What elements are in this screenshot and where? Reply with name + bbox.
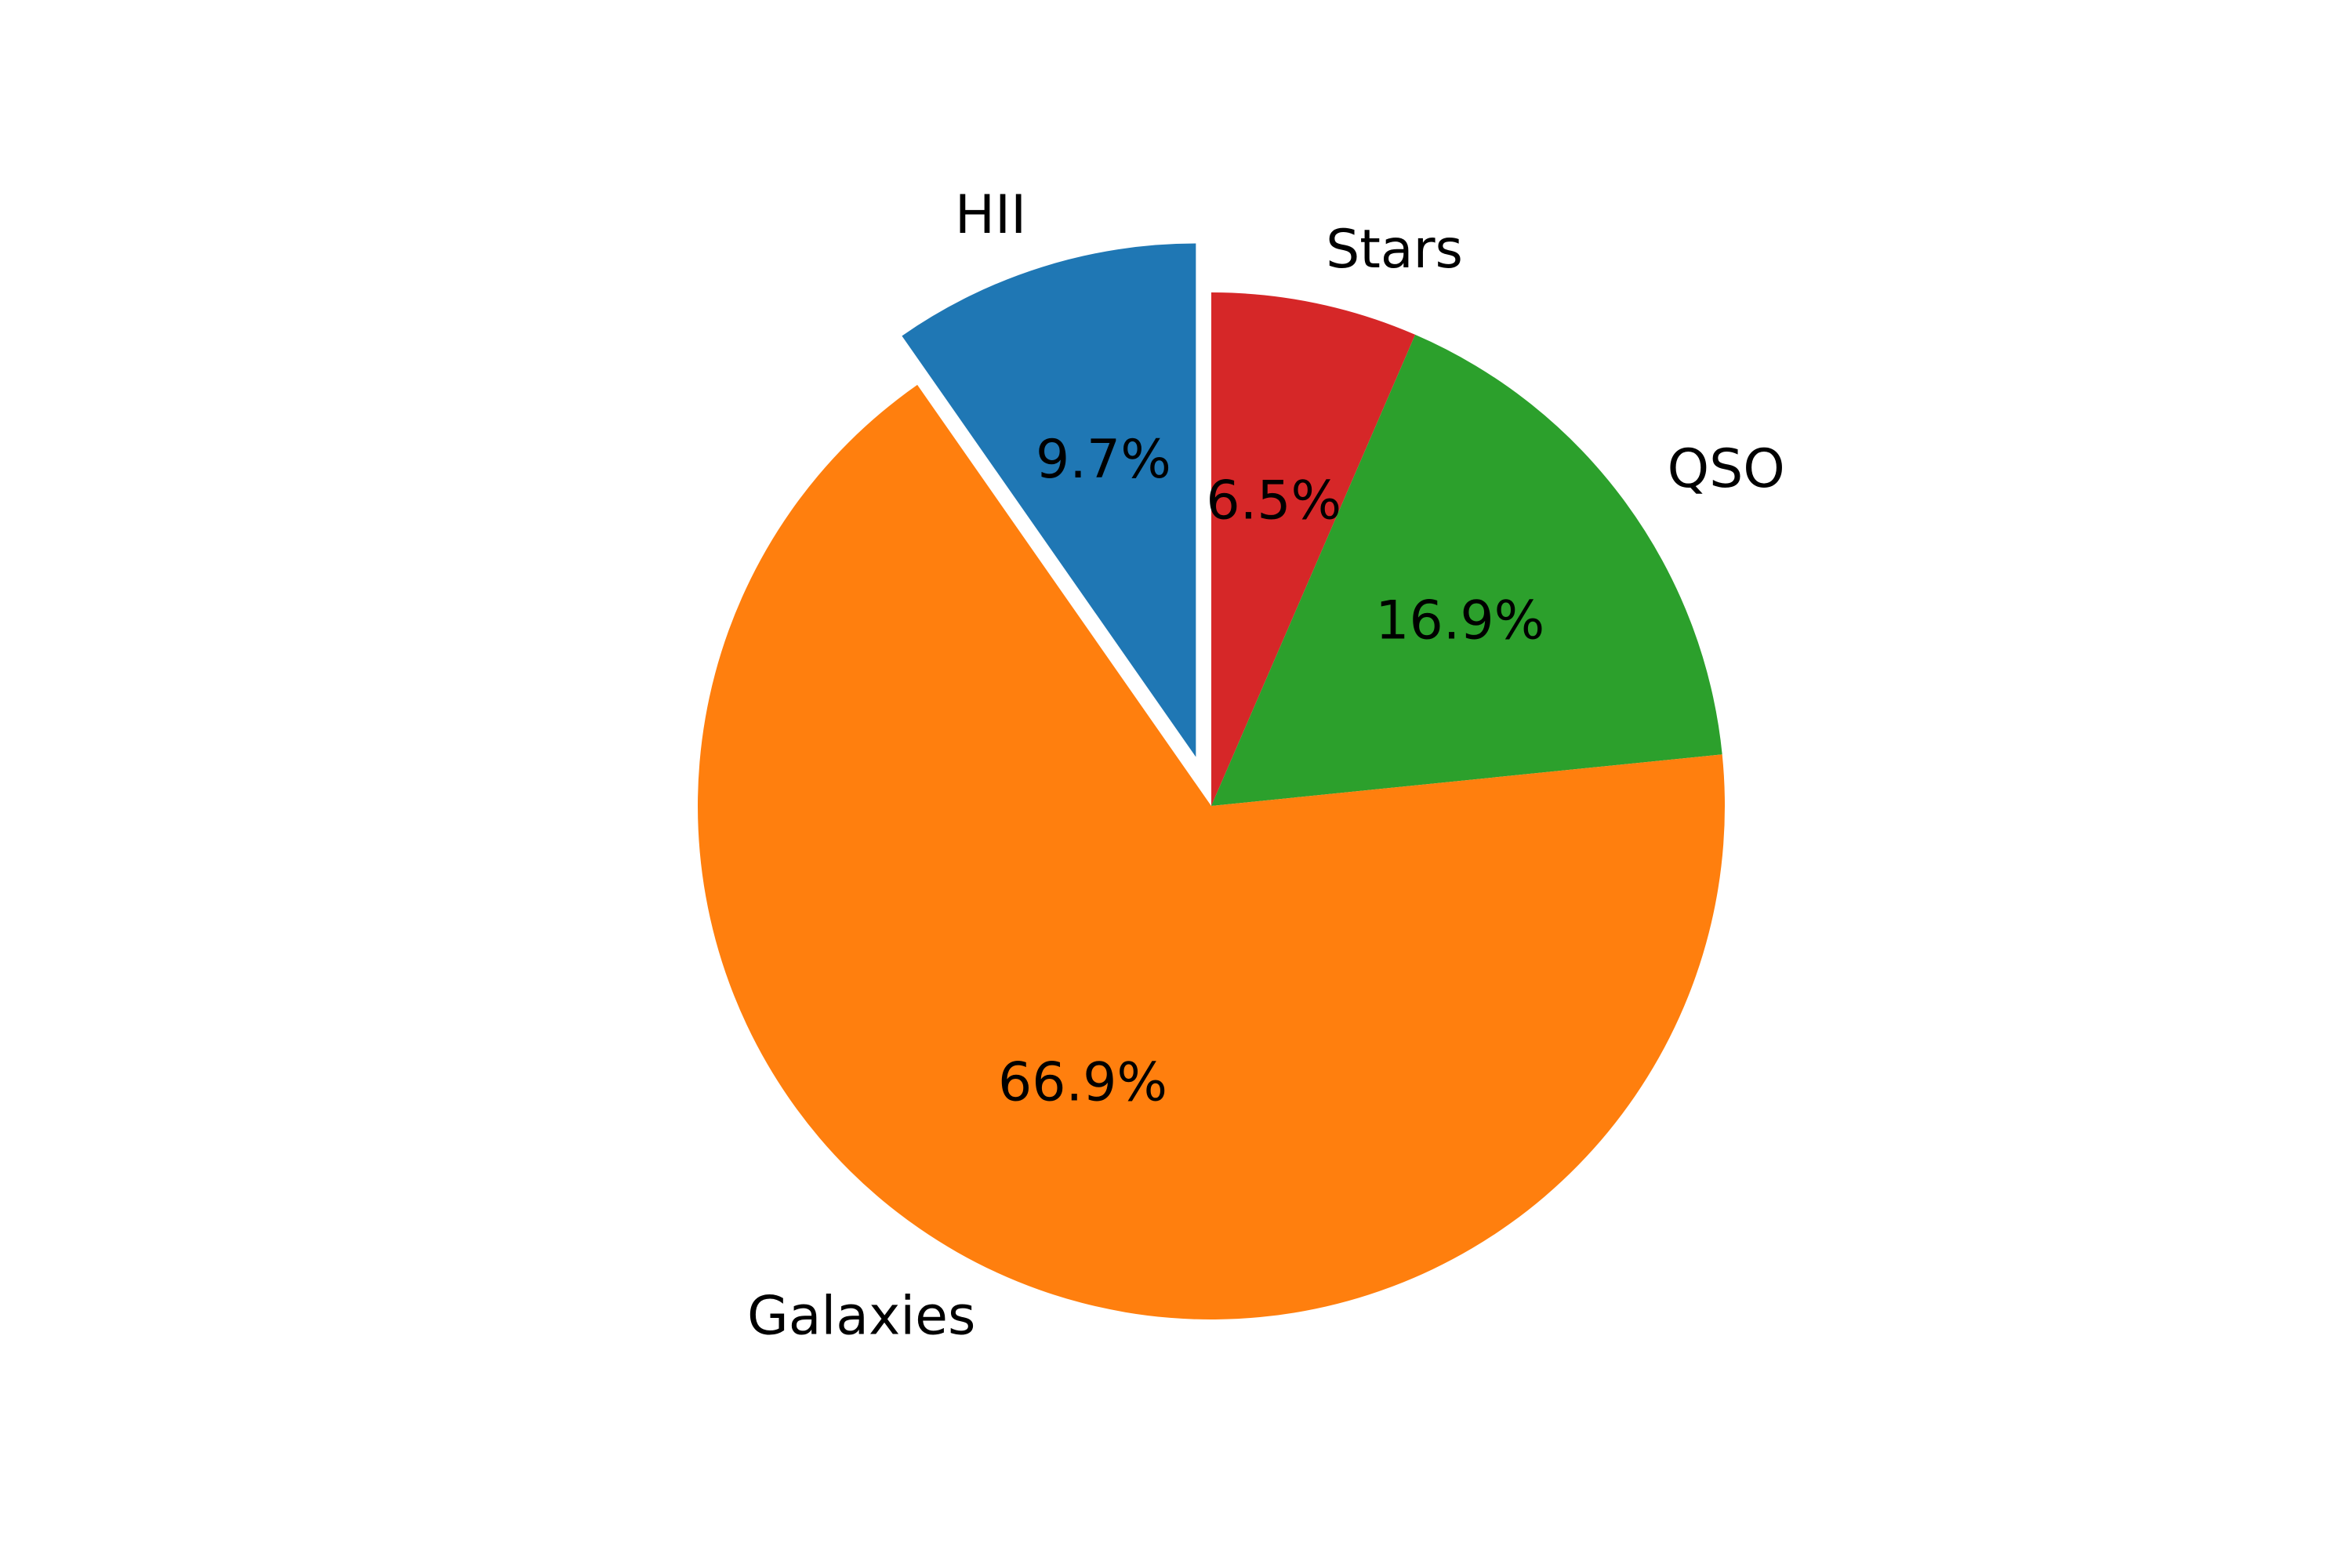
slice-pct-stars: 6.5%	[1206, 470, 1341, 532]
slice-label-stars: Stars	[1326, 219, 1463, 281]
slice-pct-qso: 16.9%	[1375, 590, 1544, 652]
slice-label-hii: HII	[955, 184, 1026, 246]
pie-wedges	[697, 243, 1725, 1319]
pie-slice-stars	[1211, 292, 1416, 806]
pie-labels: Stars 6.5% QSO 16.9% Galaxies 66.9% HII 9.7%	[747, 184, 1785, 1348]
slice-label-qso: QSO	[1668, 438, 1785, 500]
pie-slice-galaxies	[697, 384, 1725, 1319]
slice-pct-galaxies: 66.9%	[998, 1052, 1167, 1114]
slice-label-galaxies: Galaxies	[747, 1285, 975, 1347]
pie-slice-qso	[1211, 334, 1722, 806]
slice-pct-hii: 9.7%	[1036, 429, 1171, 491]
pie-slice-hii	[902, 243, 1196, 757]
